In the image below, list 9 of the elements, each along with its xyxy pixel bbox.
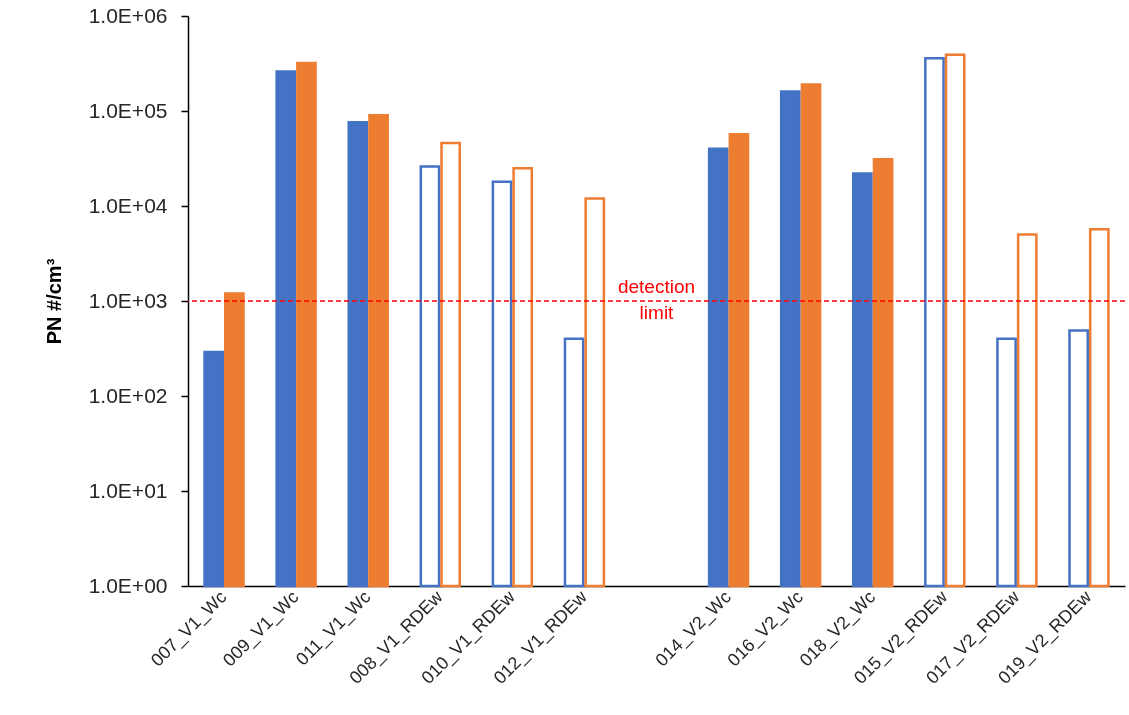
y-tick-label: 1.0E+04	[88, 193, 168, 217]
y-tick-label: 1.0E+01	[88, 478, 168, 502]
y-tick-label: 1.0E+06	[88, 3, 168, 27]
y-axis-title: PN #/cm³	[42, 258, 65, 345]
y-tick-label: 1.0E+03	[88, 288, 168, 312]
y-tick-label: 1.0E+00	[88, 573, 168, 597]
y-tick-label: 1.0E+05	[88, 98, 168, 122]
y-tick-label: 1.0E+02	[88, 383, 168, 407]
ref-line-label: detection limit	[617, 276, 696, 323]
